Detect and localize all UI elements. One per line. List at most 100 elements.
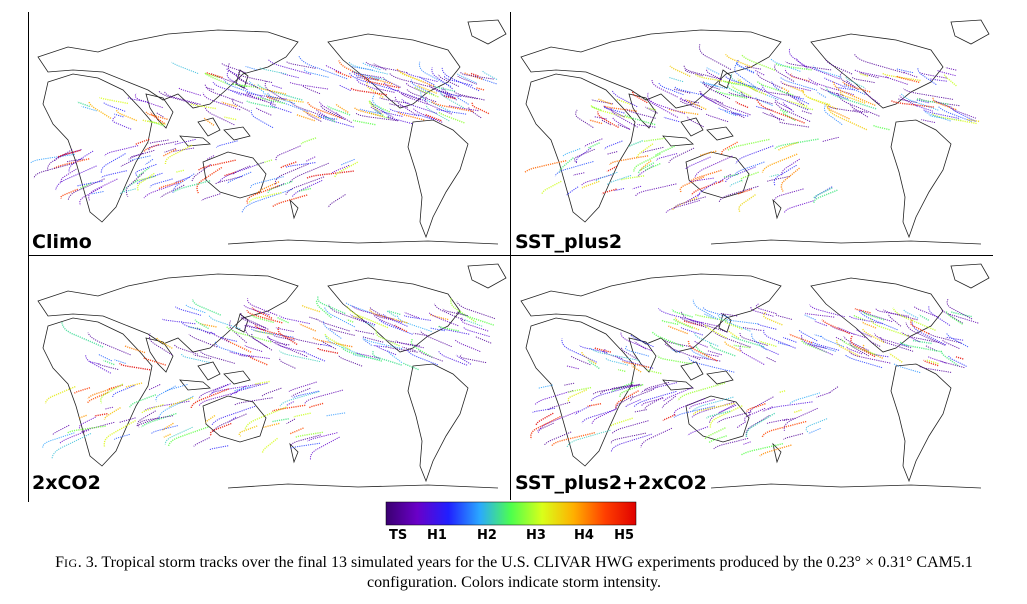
storm-track	[173, 138, 196, 146]
storm-track	[929, 78, 947, 82]
storm-track	[774, 188, 804, 201]
storm-track	[899, 95, 918, 107]
storm-track	[78, 416, 96, 429]
storm-track	[256, 107, 272, 116]
storm-track	[126, 97, 149, 103]
storm-track	[328, 304, 367, 323]
storm-track	[368, 100, 384, 116]
storm-track	[145, 111, 168, 120]
storm-track	[641, 146, 664, 154]
storm-track	[647, 98, 686, 115]
storm-track	[724, 110, 737, 117]
storm-track	[633, 153, 661, 172]
storm-track	[226, 171, 252, 184]
coastline-outline	[662, 379, 694, 391]
coastline-outline	[289, 442, 299, 464]
storm-track	[259, 67, 287, 75]
storm-track	[704, 427, 726, 440]
storm-track	[429, 313, 449, 321]
storm-track	[114, 113, 124, 118]
storm-track	[932, 97, 957, 111]
storm-track	[168, 397, 194, 408]
storm-track	[67, 178, 105, 201]
storm-track	[219, 336, 238, 342]
storm-track	[821, 319, 850, 335]
storm-track	[651, 79, 678, 98]
storm-track	[244, 325, 273, 351]
storm-track	[135, 138, 150, 146]
storm-track	[796, 104, 814, 111]
storm-track	[699, 150, 717, 157]
storm-track	[308, 316, 317, 320]
storm-track	[175, 306, 202, 316]
storm-track	[157, 395, 194, 421]
storm-track	[893, 363, 921, 374]
storm-track	[680, 100, 703, 111]
storm-track	[306, 101, 343, 120]
storm-track	[211, 73, 233, 83]
storm-track	[383, 82, 426, 102]
storm-track	[852, 77, 875, 84]
storm-track	[302, 109, 322, 120]
storm-track	[290, 442, 321, 449]
storm-track	[655, 145, 675, 156]
storm-track	[680, 311, 728, 333]
storm-track	[380, 110, 403, 117]
storm-track	[365, 61, 408, 74]
storm-track	[775, 314, 793, 320]
storm-track	[143, 357, 167, 366]
storm-track	[704, 324, 727, 339]
coastline-outline	[179, 379, 211, 391]
panel-label: SST_plus2	[515, 231, 622, 253]
storm-track	[439, 90, 465, 109]
storm-track	[458, 94, 478, 100]
storm-track	[440, 93, 450, 98]
storm-track	[458, 310, 495, 326]
storm-track	[139, 415, 174, 424]
storm-track	[785, 61, 832, 71]
storm-track	[239, 84, 257, 88]
storm-track	[338, 60, 370, 80]
storm-track	[668, 147, 695, 164]
storm-track	[216, 140, 238, 148]
storm-track	[706, 68, 723, 81]
storm-track	[684, 193, 701, 204]
storm-track	[128, 155, 151, 162]
storm-track	[782, 102, 795, 113]
storm-track	[574, 405, 591, 415]
storm-track	[233, 397, 273, 406]
storm-track	[172, 173, 195, 193]
storm-track	[319, 104, 346, 120]
storm-track	[887, 313, 902, 327]
storm-track	[163, 91, 201, 105]
storm-track	[741, 54, 776, 71]
storm-track	[60, 168, 77, 183]
storm-track	[424, 113, 442, 122]
storm-track	[164, 147, 176, 153]
storm-track	[738, 194, 756, 212]
storm-track	[821, 136, 839, 143]
storm-track	[567, 389, 588, 403]
storm-track	[673, 88, 691, 94]
storm-track	[779, 109, 788, 114]
storm-track	[198, 391, 238, 407]
storm-track	[293, 412, 311, 418]
caption-fig-number: . 3.	[77, 554, 98, 571]
storm-track	[734, 62, 756, 88]
storm-track	[119, 188, 136, 195]
storm-track	[319, 101, 341, 117]
storm-track	[853, 109, 868, 113]
storm-track	[762, 311, 783, 326]
coastline-outline	[890, 119, 952, 239]
storm-track	[873, 124, 890, 131]
storm-track	[456, 311, 467, 317]
storm-track	[547, 401, 571, 411]
storm-track	[286, 401, 295, 406]
storm-track	[903, 88, 954, 100]
storm-track	[809, 304, 845, 318]
storm-track	[825, 58, 853, 75]
storm-track	[733, 344, 750, 349]
storm-track	[30, 153, 75, 164]
storm-track	[864, 88, 880, 105]
coastline-outline	[235, 69, 249, 89]
